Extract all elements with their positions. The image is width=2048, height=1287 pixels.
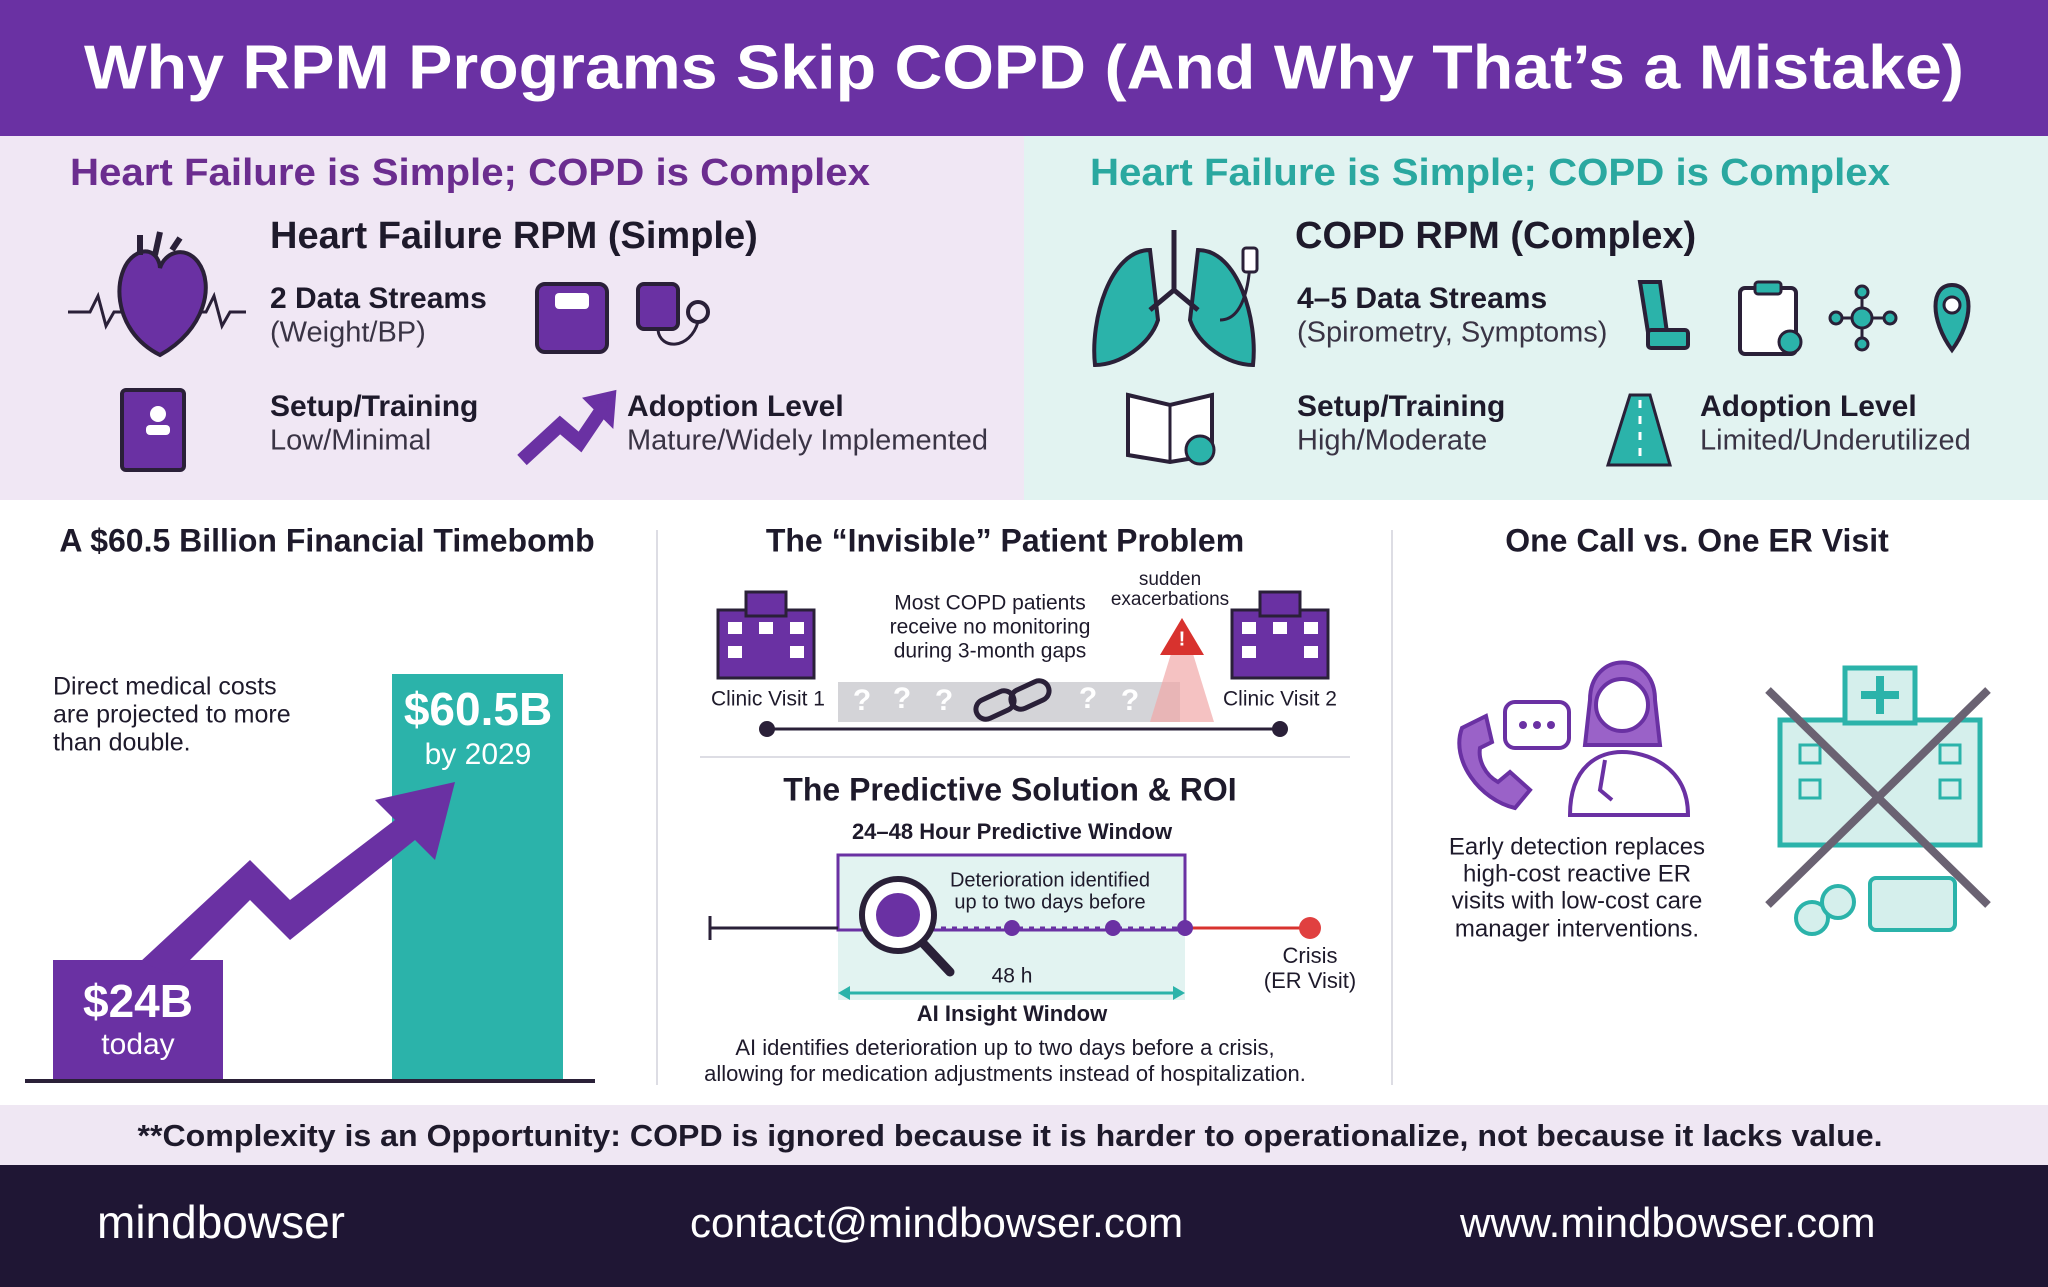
clipboard-icon xyxy=(1738,280,1803,356)
hospital-crossed-icon xyxy=(1765,665,1991,936)
note-line: Most COPD patients xyxy=(894,592,1085,615)
gap-mark: ? xyxy=(1121,684,1139,717)
window-label: AI Insight Window xyxy=(917,1001,1108,1026)
alert-beam xyxy=(1150,618,1214,722)
banner-text: **Complexity is an Opportunity: COPD is … xyxy=(138,1118,1883,1153)
amount-label: $24B xyxy=(83,975,193,1027)
crisis-label: Crisis xyxy=(1283,943,1338,968)
heart-icon xyxy=(68,231,246,358)
road-icon xyxy=(1605,393,1672,467)
box-line: up to two days before xyxy=(954,891,1145,913)
network-icon xyxy=(1828,284,1898,352)
section-title: The Predictive Solution & ROI xyxy=(783,771,1236,807)
website-link[interactable]: www.mindbowser.com xyxy=(1459,1199,1875,1246)
column-title: The “Invisible” Patient Problem xyxy=(766,522,1244,558)
call-icon xyxy=(1457,700,1571,811)
open-book-icon xyxy=(1126,392,1216,466)
setup-label: Setup/Training xyxy=(1297,390,1505,423)
amount-label: $60.5B xyxy=(404,683,552,735)
timeline-point xyxy=(1004,920,1020,936)
streams-detail: (Spirometry, Symptoms) xyxy=(1297,317,1607,349)
crisis-point xyxy=(1299,917,1321,939)
note-line: during 3-month gaps xyxy=(894,640,1087,663)
future-bar xyxy=(392,674,563,1080)
timeline-point xyxy=(1177,920,1193,936)
streams-title: 2 Data Streams xyxy=(270,282,487,315)
inhaler-icon xyxy=(1637,280,1690,350)
growth-arrow-icon xyxy=(517,389,617,466)
gap-mark: ? xyxy=(935,684,953,717)
header-band xyxy=(0,0,2048,136)
column-title: A $60.5 Billion Financial Timebomb xyxy=(59,522,594,558)
description-line: visits with low-cost care xyxy=(1452,887,1703,914)
summary-line: allowing for medication adjustments inst… xyxy=(704,1061,1306,1086)
hospital-icon xyxy=(1230,590,1330,680)
visit-label: Clinic Visit 2 xyxy=(1223,688,1337,711)
duration-label: 48 h xyxy=(992,965,1033,988)
description-line: manager interventions. xyxy=(1455,915,1699,942)
exacerbation-note: exacerbations xyxy=(1111,589,1229,610)
arrow-head xyxy=(838,986,850,1000)
box-line: Deterioration identified xyxy=(950,869,1150,891)
gap-mark: ? xyxy=(1079,682,1097,715)
setup-value: Low/Minimal xyxy=(270,425,431,457)
brand-logo[interactable]: mindbowser xyxy=(97,1196,345,1248)
bp-icon xyxy=(636,282,710,346)
crisis-label: (ER Visit) xyxy=(1264,968,1357,993)
section-heading: Heart Failure is Simple; COPD is Complex xyxy=(1090,152,1890,194)
window-title: 24–48 Hour Predictive Window xyxy=(852,819,1173,844)
timeline-point xyxy=(1272,721,1288,737)
today-bar xyxy=(53,960,223,1080)
doctor-icon xyxy=(1567,660,1691,817)
adoption-value: Limited/Underutilized xyxy=(1700,425,1971,457)
sensor-icon xyxy=(1933,282,1971,354)
page-title: Why RPM Programs Skip COPD (And Why That… xyxy=(84,33,1964,102)
brain-search-icon xyxy=(859,876,955,977)
column-title: One Call vs. One ER Visit xyxy=(1505,522,1889,558)
description-line: Direct medical costs xyxy=(53,673,277,701)
gap-mark: ? xyxy=(853,684,871,717)
footer-band xyxy=(0,1165,2048,1287)
contact-email[interactable]: contact@mindbowser.com xyxy=(690,1199,1183,1246)
rpm-title: Heart Failure RPM (Simple) xyxy=(270,215,758,257)
note-line: receive no monitoring xyxy=(890,616,1091,639)
rpm-title: COPD RPM (Complex) xyxy=(1295,215,1696,257)
exacerbation-note: sudden xyxy=(1139,569,1201,590)
summary-line: AI identifies deterioration up to two da… xyxy=(735,1035,1274,1060)
gap-mark: ? xyxy=(893,682,911,715)
streams-title: 4–5 Data Streams xyxy=(1297,282,1547,315)
alert-mark: ! xyxy=(1179,628,1186,650)
timeline-point xyxy=(1105,920,1121,936)
visit-label: Clinic Visit 1 xyxy=(711,688,825,711)
description-line: high-cost reactive ER xyxy=(1463,860,1691,887)
setup-value: High/Moderate xyxy=(1297,425,1487,457)
hospital-icon xyxy=(716,590,816,680)
description-line: Early detection replaces xyxy=(1449,833,1705,860)
book-icon xyxy=(120,388,186,472)
scale-icon xyxy=(535,282,609,354)
timeline-point xyxy=(759,721,775,737)
lungs-icon xyxy=(1092,230,1259,368)
adoption-label: Adoption Level xyxy=(627,390,844,423)
section-heading: Heart Failure is Simple; COPD is Complex xyxy=(70,152,870,194)
streams-detail: (Weight/BP) xyxy=(270,317,426,349)
amount-caption: today xyxy=(101,1028,174,1061)
setup-label: Setup/Training xyxy=(270,390,478,423)
growth-arrow xyxy=(140,782,455,975)
adoption-label: Adoption Level xyxy=(1700,390,1917,423)
adoption-value: Mature/Widely Implemented xyxy=(627,425,988,457)
alert-icon xyxy=(1160,618,1204,655)
banner-band xyxy=(0,1105,2048,1165)
broken-chain-icon xyxy=(973,678,1052,722)
amount-caption: by 2029 xyxy=(425,738,532,771)
description-line: are projected to more xyxy=(53,701,291,729)
arrow-head xyxy=(1173,986,1185,1000)
description-line: than double. xyxy=(53,729,191,757)
